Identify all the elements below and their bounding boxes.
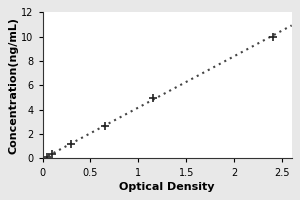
X-axis label: Optical Density: Optical Density (119, 182, 215, 192)
Y-axis label: Concentration(ng/mL): Concentration(ng/mL) (8, 17, 18, 154)
